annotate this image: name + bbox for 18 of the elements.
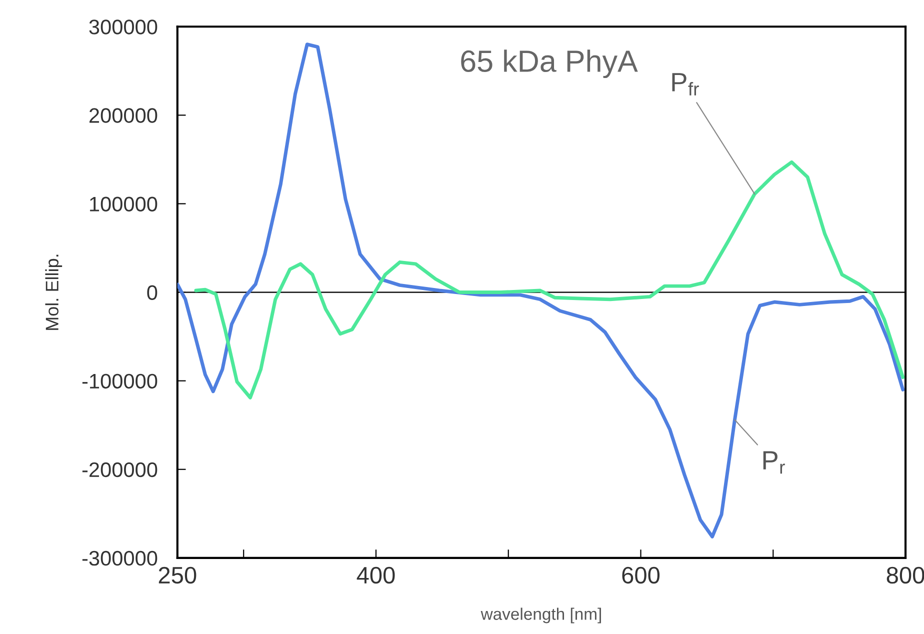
x-tick-label: 800 xyxy=(886,566,924,584)
x-tick-label: 250 xyxy=(158,566,196,584)
x-tick-label: 400 xyxy=(356,566,395,584)
y-axis-title: Mol. Ellip. xyxy=(45,254,62,330)
line-series xyxy=(194,160,905,400)
y-tick-label: 300000 xyxy=(89,20,158,34)
y-tick-label: 200000 xyxy=(90,108,158,123)
text: P$_{fr}$ xyxy=(672,73,699,96)
y-tick-label: 0 xyxy=(147,285,158,300)
y-tick-label: -300000 xyxy=(82,550,158,566)
x-tick-label: 600 xyxy=(622,566,660,584)
y-tick-label: -200000 xyxy=(82,462,158,478)
x-axis-title: wavelength [nm] xyxy=(480,608,601,624)
y-tick-label: 100000 xyxy=(90,196,158,212)
line-series xyxy=(177,42,905,538)
series-label: P$_{r}$ xyxy=(763,451,785,474)
y-tick-label: -100000 xyxy=(82,374,158,389)
text: 65 kDa PhyA xyxy=(461,50,638,78)
